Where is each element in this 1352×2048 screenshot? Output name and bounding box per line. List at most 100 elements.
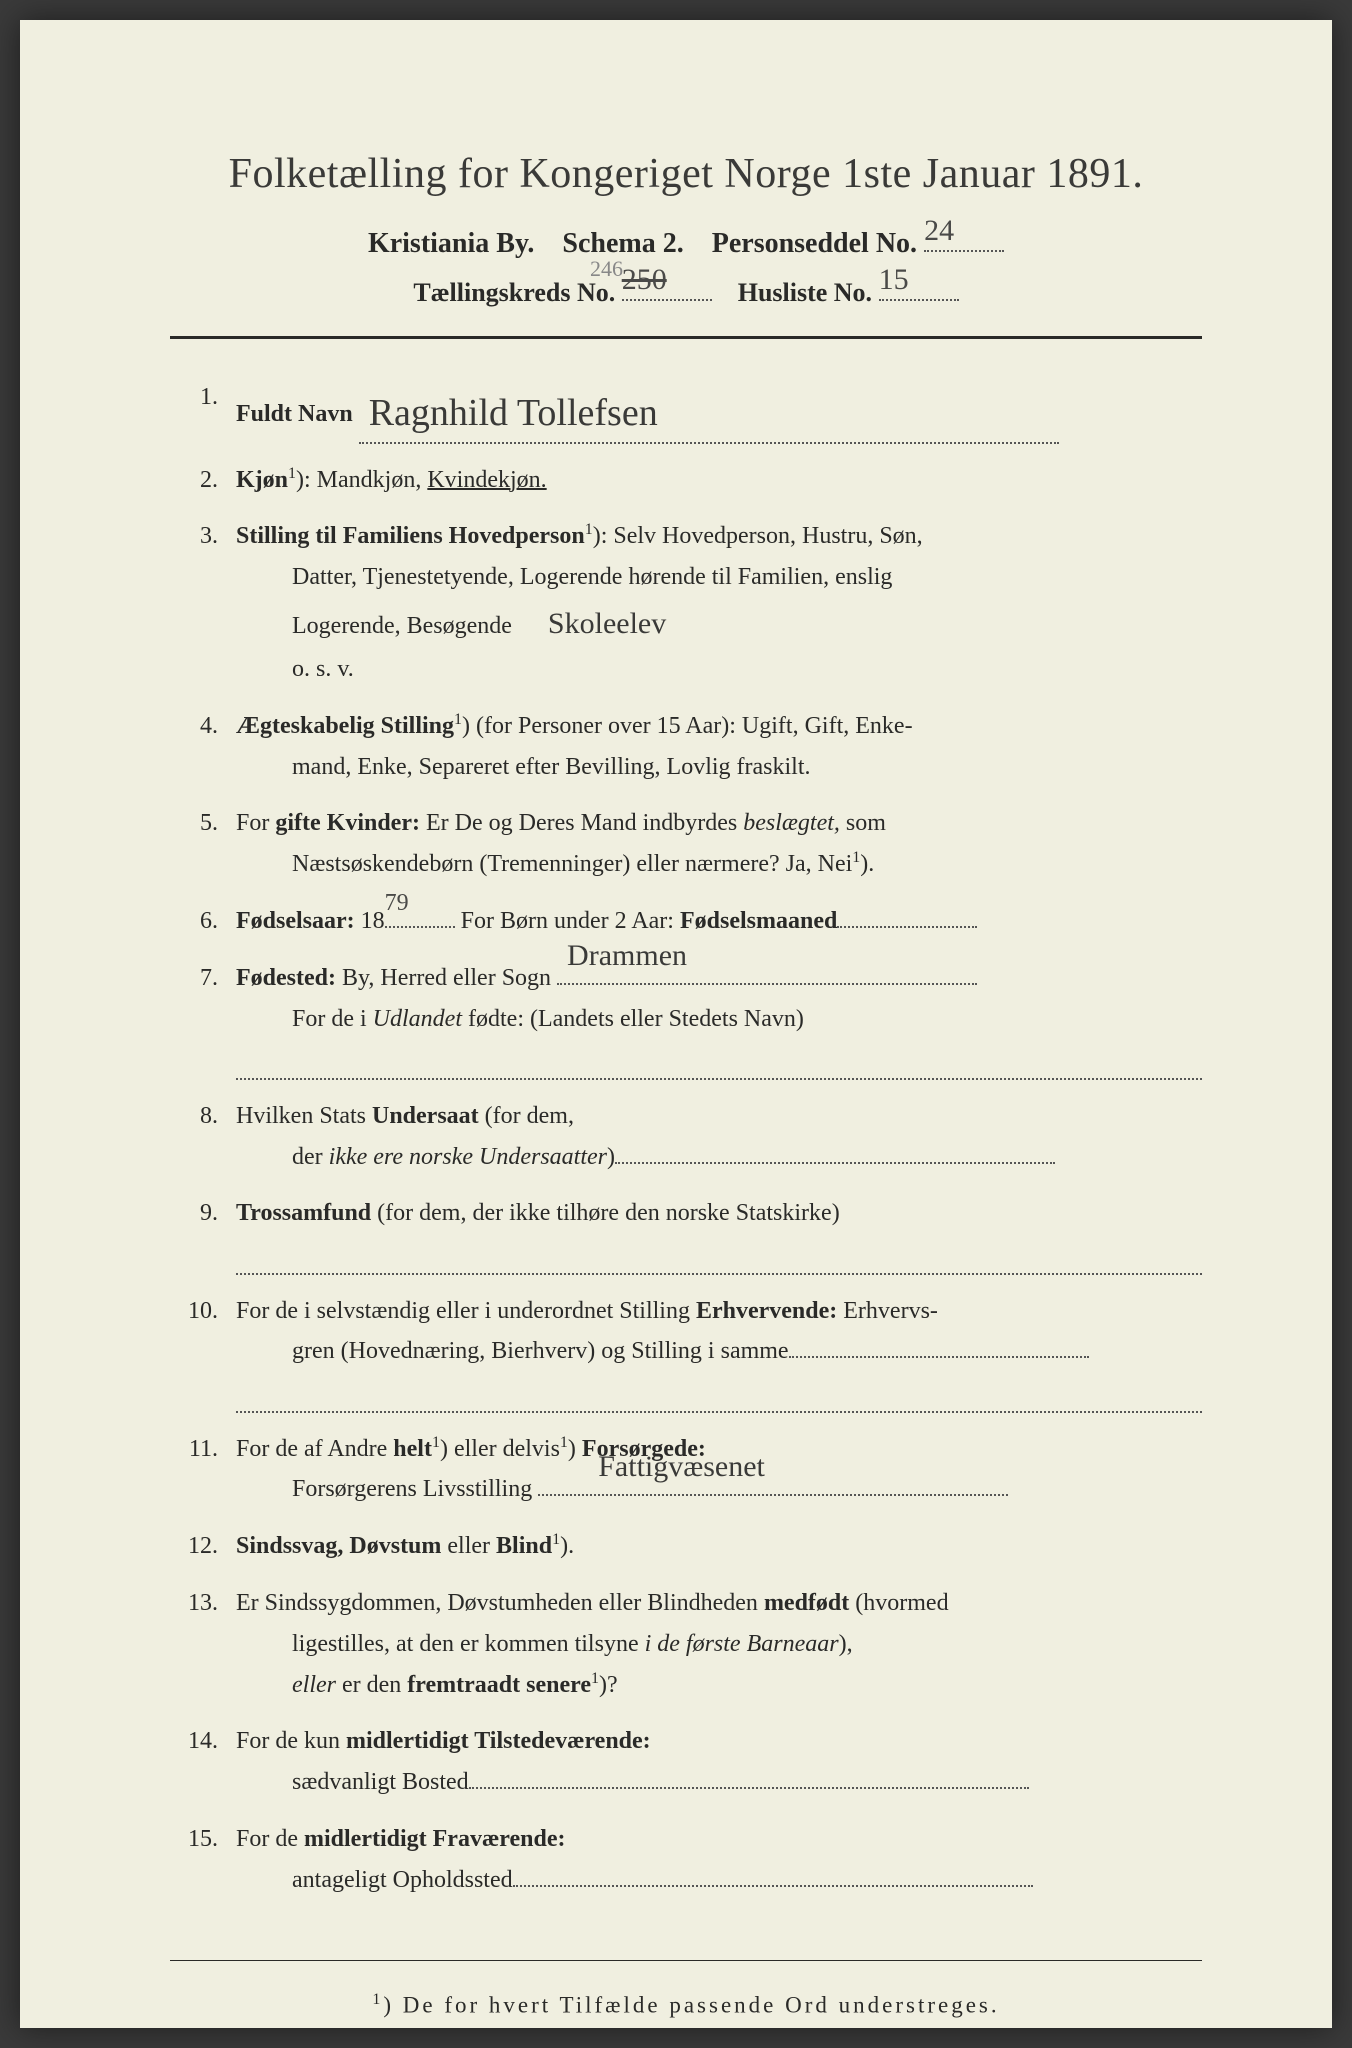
content-12: Sindssvag, Døvstum eller Blind1).: [236, 1526, 1202, 1567]
tilst-a: For de kun: [236, 1728, 346, 1754]
row-5: 5. For gifte Kvinder: Er De og Deres Man…: [180, 803, 1202, 885]
sup-11b: 1: [560, 1434, 568, 1451]
fodested-line2a: For de i: [292, 1006, 373, 1032]
num-10: 10.: [180, 1291, 236, 1413]
gifte-rest: Er De og Deres Mand indbyrdes: [420, 810, 743, 836]
medfodt-rest: (hvormed: [849, 1590, 948, 1616]
content-14: For de kun midlertidigt Tilstedeværende:…: [236, 1721, 1202, 1803]
label-kjon: Kjøn: [236, 467, 288, 493]
form-body: 1. Fuldt Navn Ragnhild Tollefsen 2. Kjøn…: [170, 377, 1202, 1900]
forsorg-field: Fattigvæsenet: [538, 1494, 1008, 1496]
fodested-line2b: fødte: (Landets eller Stedets Navn): [462, 1006, 804, 1032]
frav-line2: antageligt Opholdssted: [236, 1860, 513, 1901]
medfodt-bold2: fremtraadt senere: [407, 1672, 591, 1698]
frav-field: [513, 1885, 1033, 1887]
taellingskreds-value: 250: [622, 263, 667, 297]
label-fodselsmaaned: Fødselsmaaned: [680, 908, 837, 934]
medfodt-line2wrap: ligestilles, at den er kommen tilsyne i …: [236, 1624, 853, 1665]
year-field: 79: [385, 926, 455, 928]
medfodt-em: i de første Barneaar: [645, 1631, 839, 1657]
content-13: Er Sindssygdommen, Døvstumheden eller Bl…: [236, 1583, 1202, 1705]
year-prefix: 18: [361, 908, 385, 934]
subtitle-line-1: Kristiania By. Schema 2. Personseddel No…: [170, 228, 1202, 260]
forsorg-a: For de af Andre: [236, 1436, 393, 1462]
gifte-b: gifte Kvinder:: [275, 810, 420, 836]
row-2: 2. Kjøn1): Mandkjøn, Kvindekjøn.: [180, 460, 1202, 501]
forsorg-mid2: ): [568, 1436, 582, 1462]
footer-divider: [170, 1960, 1202, 1961]
label-stilling: Stilling til Familiens Hovedperson: [236, 523, 585, 549]
row-7: 7. Fødested: By, Herred eller Sogn Dramm…: [180, 958, 1202, 1080]
content-2: Kjøn1): Mandkjøn, Kvindekjøn.: [236, 460, 1202, 501]
fodested-field: Drammen: [557, 983, 977, 985]
sinds-bold2: Blind: [496, 1533, 552, 1559]
label-fodested: Fødested:: [236, 965, 336, 991]
taellingskreds-pencil: 246: [590, 256, 623, 282]
sup-2: 1: [288, 465, 296, 482]
row-8: 8. Hvilken Stats Undersaat (for dem, der…: [180, 1096, 1202, 1178]
num-5: 5.: [180, 803, 236, 885]
husliste-field: 15: [879, 299, 959, 301]
row-6: 6. Fødselsaar: 1879 For Børn under 2 Aar…: [180, 901, 1202, 942]
stilling-handwritten: Skoleelev: [548, 607, 666, 640]
num-2: 2.: [180, 460, 236, 501]
medfodt-line3a: eller: [292, 1672, 336, 1698]
gifte-line2b: ).: [860, 851, 874, 877]
page-title: Folketælling for Kongeriget Norge 1ste J…: [170, 150, 1202, 198]
erhverv-rest: Erhvervs-: [837, 1298, 938, 1324]
gifte-em: beslægtet,: [743, 810, 840, 836]
forsorg-mid: ) eller delvis: [440, 1436, 560, 1462]
num-8: 8.: [180, 1096, 236, 1178]
sup-11a: 1: [432, 1434, 440, 1451]
content-4: Ægteskabelig Stilling1) (for Personer ov…: [236, 706, 1202, 788]
num-13: 13.: [180, 1583, 236, 1705]
num-7: 7.: [180, 958, 236, 1080]
personseddel-label: Personseddel No.: [712, 228, 917, 259]
num-12: 12.: [180, 1526, 236, 1567]
undersaat-line2wrap: der ikke ere norske Undersaatter): [236, 1137, 615, 1178]
footnote-text: ) De for hvert Tilfælde passende Ord und…: [383, 1993, 999, 2018]
taellingskreds-field: 250: [622, 299, 712, 301]
content-9: Trossamfund (for dem, der ikke tilhøre d…: [236, 1193, 1202, 1274]
undersaat-bold: Undersaat: [372, 1103, 479, 1129]
form-subtitle: Kristiania By. Schema 2. Personseddel No…: [170, 228, 1202, 308]
content-1: Fuldt Navn Ragnhild Tollefsen: [236, 377, 1202, 444]
stilling-line2: Datter, Tjenestetyende, Logerende hørend…: [236, 557, 892, 598]
stilling-rest: ): Selv Hovedperson, Hustru, Søn,: [593, 523, 923, 549]
footnote-sup: 1: [372, 1991, 383, 2008]
sup-4: 1: [454, 711, 462, 728]
num-9: 9.: [180, 1193, 236, 1274]
gifte-a: For: [236, 810, 275, 836]
content-7: Fødested: By, Herred eller Sogn Drammen …: [236, 958, 1202, 1080]
fodested-blank: [236, 1041, 1202, 1079]
content-15: For de midlertidigt Fraværende: antageli…: [236, 1819, 1202, 1901]
row-15: 15. For de midlertidigt Fraværende: anta…: [180, 1819, 1202, 1901]
city-label: Kristiania By.: [368, 228, 534, 259]
label-fodselsaar: Fødselsaar:: [236, 908, 361, 934]
erhverv-blank: [236, 1374, 1202, 1412]
num-6: 6.: [180, 901, 236, 942]
sup-12: 1: [552, 1531, 560, 1548]
medfodt-line2b: ),: [839, 1631, 853, 1657]
num-15: 15.: [180, 1819, 236, 1901]
medfodt-line3b: er den: [336, 1672, 407, 1698]
taellingskreds-label: Tællingskreds No.: [413, 278, 615, 307]
year-value: 79: [385, 883, 409, 924]
medfodt-bold: medfødt: [764, 1590, 849, 1616]
num-11: 11.: [180, 1429, 236, 1511]
tilst-bold: midlertidigt Tilstedeværende:: [346, 1728, 651, 1754]
row-11: 11. For de af Andre helt1) eller delvis1…: [180, 1429, 1202, 1511]
trossamfund-rest: (for dem, der ikke tilhøre den norske St…: [371, 1200, 840, 1226]
medfodt-line2a: ligestilles, at den er kommen tilsyne: [292, 1631, 645, 1657]
row-14: 14. For de kun midlertidigt Tilstedevære…: [180, 1721, 1202, 1803]
husliste-label: Husliste No.: [738, 278, 872, 307]
header-divider: [170, 336, 1202, 339]
row-10: 10. For de i selvstændig eller i underor…: [180, 1291, 1202, 1413]
content-3: Stilling til Familiens Hovedperson1): Se…: [236, 516, 1202, 689]
fodested-value: Drammen: [567, 930, 687, 981]
label-aegte: Ægteskabelig Stilling: [236, 713, 454, 739]
undersaat-rest: (for dem,: [479, 1103, 574, 1129]
undersaat-em: ikke ere norske Undersaatter: [329, 1144, 607, 1170]
content-10: For de i selvstændig eller i underordnet…: [236, 1291, 1202, 1413]
erhverv-field1: [789, 1356, 1089, 1358]
